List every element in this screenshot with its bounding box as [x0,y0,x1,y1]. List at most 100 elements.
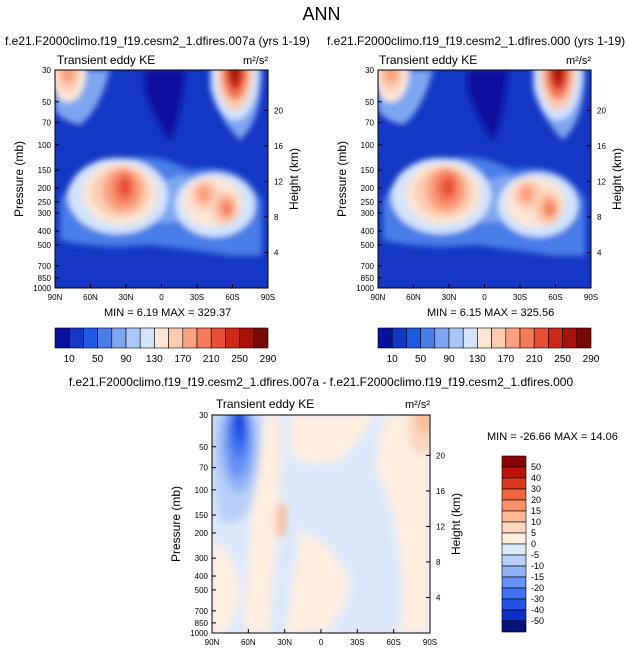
p2-colorbar-label: 290 [583,354,600,365]
p1-ytick-label: 1000 [33,284,51,293]
p2-xtick-label: 60N [406,293,421,302]
panel2-sh-jet-3a [520,185,534,203]
p1-ytick-label: 400 [38,227,52,236]
panel3-positive-spot [276,502,286,538]
p3-ytick-label: 850 [195,619,209,628]
p1-ytick-label: 70 [42,119,51,128]
p2-ytick-label: 100 [361,141,375,150]
p2-colorbar-label: 50 [415,354,427,365]
p1-colorbar-label: 170 [174,354,191,365]
p3-colorbar-swatch [501,598,527,611]
p3-colorbar-label: 0 [531,539,536,549]
p3-y2tick-label: 16 [436,487,445,496]
p3-colorbar-swatch [501,543,527,556]
p1-y2tick-label: 8 [274,213,279,222]
p3-colorbar-label: 5 [531,528,536,538]
p3-ytick-label: 1000 [190,629,208,638]
p3-ytick-label: 500 [195,586,209,595]
p2-ytick-label: 150 [361,166,375,175]
p3-colorbar-swatch [501,499,527,512]
p3-colorbar-label: 15 [531,506,541,516]
panel3-stats: MIN = -26.66 MAX = 14.06 [487,431,618,443]
p3-y2tick-label: 8 [436,558,441,567]
p2-xtick-label: 30S [513,293,527,302]
p3-y2label: Height (km) [449,493,463,555]
p3-ytick-label: 700 [195,607,209,616]
panel3-positive-mid-trop [285,530,350,633]
panel1-title: f.e21.F2000climo.f19_f19.cesm2_1.dfires.… [5,34,310,48]
p2-colorbar-label: 130 [469,354,486,365]
p3-colorbar-swatch [501,477,527,490]
p1-xtick-label: 60S [225,293,239,302]
p1-colorbar-label: 210 [203,354,220,365]
p3-xtick-label: 60N [241,638,256,647]
panel2-contour-field [378,70,591,288]
p1-xtick-label: 90N [48,293,63,302]
panel2-title: f.e21.F2000climo.f19_f19.cesm2_1.dfires.… [327,34,625,48]
p3-colorbar-swatch [501,554,527,567]
panel2-polar-core [554,70,562,81]
p1-y2label: Height (km) [287,148,301,210]
panel3-contour-field [212,415,430,633]
p2-colorbar-swatch [519,327,535,349]
p3-xtick-label: 90S [423,638,437,647]
p2-colorbar-swatch [548,327,563,349]
p1-xtick-label: 0 [159,293,164,302]
p2-ytick-label: 200 [361,184,375,193]
p2-ytick-label: 70 [365,119,374,128]
panel3-positive-lower-left [212,540,240,633]
p1-colorbar-swatch [54,327,70,349]
p2-colorbar-swatch [533,327,549,349]
p1-colorbar-label: 90 [120,354,132,365]
p3-colorbar-swatch [501,466,527,479]
p3-ytick-label: 150 [195,511,209,520]
p2-y2tick-label: 16 [597,142,606,151]
p1-ytick-label: 250 [38,198,52,207]
panel1-sh-jet-3a [197,185,211,203]
p2-ytick-label: 300 [361,209,375,218]
p2-colorbar-swatch [505,327,521,349]
p3-colorbar-swatch [501,609,527,622]
p1-colorbar-swatch [111,327,127,349]
panel1-nh-jet-core [119,178,131,196]
p3-ylabel: Pressure (mb) [169,486,183,562]
panel3-axes: 90N 60N 30N 0 30S 60S 90S 30 50 70 100 150 200 300 400… [169,411,463,647]
panel3-neg-core [237,415,243,428]
p2-y2tick-label: 12 [597,177,606,186]
p2-ytick-label: 850 [361,274,375,283]
panel1-subtitle: Transient eddy KE [57,53,155,67]
panel1-sh-jet-core [223,203,231,215]
panel2-nh-jet-core [442,178,454,196]
panel3-sh-polar-core [417,415,430,434]
panel2-axes: 90N 60N 30N 0 30S 60S 90S 30 50 70 100 150 200 250 300… [335,66,624,302]
panel1-axes: 90N 60N 30N 0 30S 60S 90S 30 50 70 100 150 200 250 300… [12,66,301,302]
p1-y2tick-label: 20 [274,106,283,115]
p1-y2tick-label: 16 [274,142,283,151]
panel1-stats: MIN = 6.19 MAX = 329.37 [104,307,231,319]
p3-colorbar-label: 30 [531,484,541,494]
p1-ytick-label: 100 [38,141,52,150]
p2-xtick-label: 90N [371,293,386,302]
p2-colorbar-swatch [462,327,478,349]
p2-y2label: Height (km) [610,148,624,210]
p1-colorbar-label: 10 [64,354,76,365]
p1-xtick-label: 30N [119,293,134,302]
p3-ytick-label: 300 [195,554,209,563]
p2-colorbar-label: 210 [526,354,543,365]
p1-ytick-label: 150 [38,166,52,175]
panel3-subtitle: Transient eddy KE [216,397,314,411]
p2-colorbar-label: 10 [387,354,399,365]
p2-ytick-label: 30 [365,66,374,75]
p1-ytick-label: 700 [38,262,52,271]
panel2-stats: MIN = 6.15 MAX = 325.56 [427,307,554,319]
p1-ytick-label: 200 [38,184,52,193]
p2-xtick-label: 0 [482,293,487,302]
p3-colorbar-swatch [501,620,527,633]
p2-y2tick-label: 4 [597,248,602,257]
p1-colorbar-label: 130 [146,354,163,365]
p3-xtick-label: 60S [387,638,401,647]
p1-colorbar-swatch [239,327,255,349]
p3-colorbar-swatch [501,565,527,578]
p3-colorbar-label: -50 [531,616,544,626]
